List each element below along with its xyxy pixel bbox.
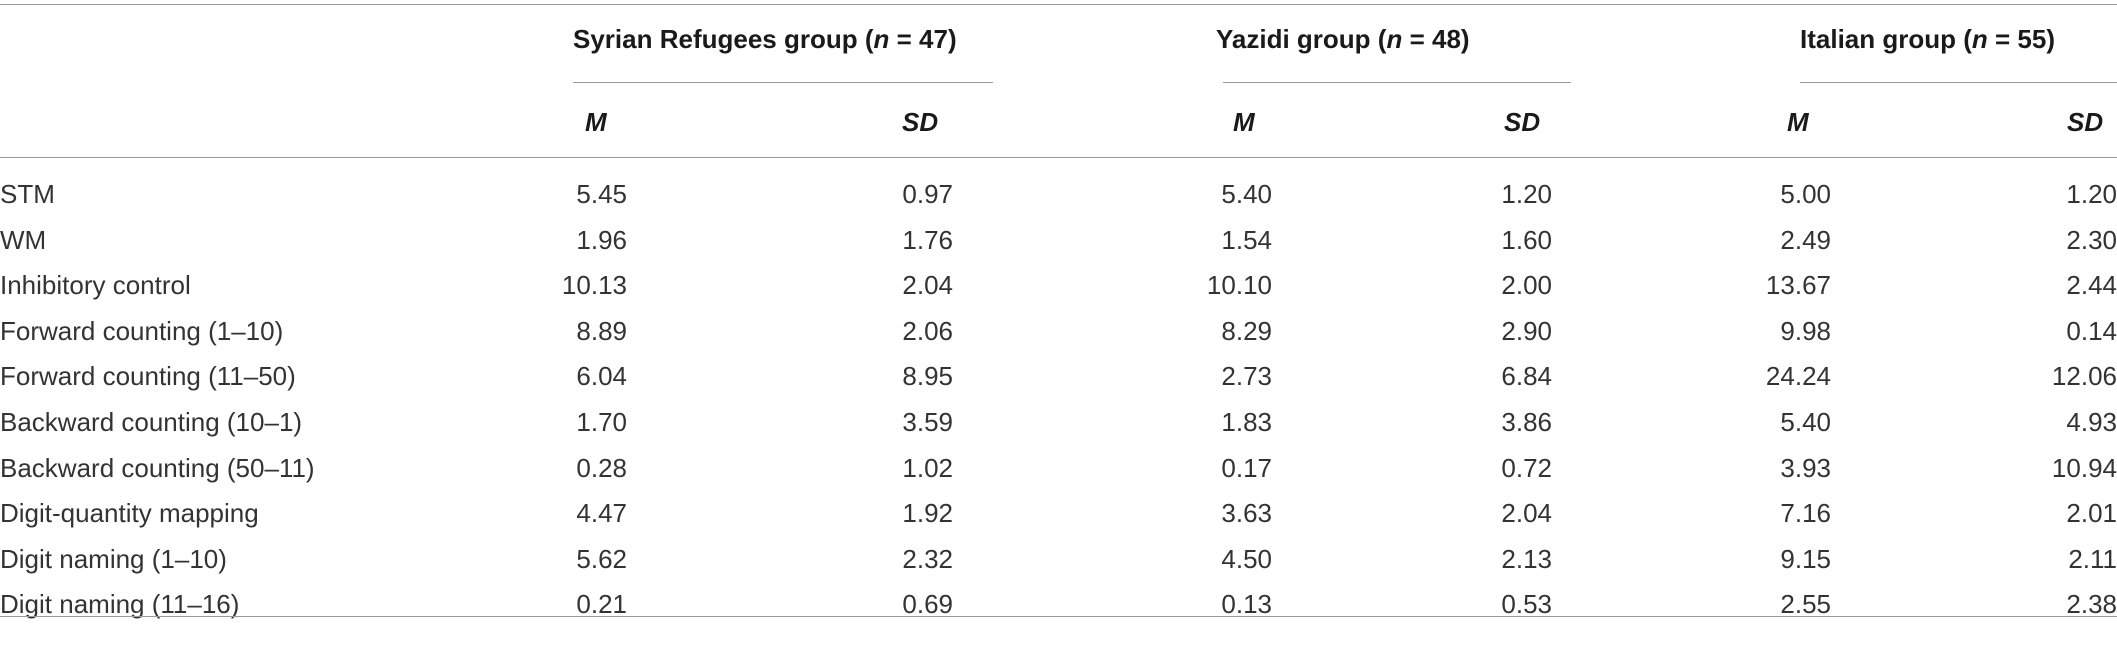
sd-cell: 2.13 <box>1501 544 1552 574</box>
group-underline-syrian <box>573 82 993 83</box>
row-label: Backward counting (10–1) <box>0 407 303 437</box>
row-label: Forward counting (11–50) <box>0 361 296 391</box>
sd-cell: 0.72 <box>1501 453 1552 483</box>
sd-cell: 3.59 <box>902 407 953 437</box>
mean-cell: 0.17 <box>1221 453 1272 483</box>
row-label: Backward counting (50–11) <box>0 453 315 483</box>
sd-cell: 0.14 <box>2066 316 2117 346</box>
row-label: Digit naming (11–16) <box>0 589 240 619</box>
row-label: STM <box>0 179 55 209</box>
n-value: = 47 <box>896 24 948 54</box>
mean-cell: 10.13 <box>561 270 627 300</box>
mean-cell: 5.00 <box>1780 179 1831 209</box>
sd-cell: 1.92 <box>902 498 953 528</box>
sd-cell: 1.60 <box>1501 225 1552 255</box>
mean-cell: 24.24 <box>1765 361 1831 391</box>
group-underline-yazidi <box>1223 82 1571 83</box>
subheader-mean: M <box>1233 107 1255 137</box>
subheader-sd: SD <box>1504 107 1541 137</box>
sd-cell: 10.94 <box>2051 453 2117 483</box>
mean-cell: 13.67 <box>1765 270 1831 300</box>
sd-cell: 2.30 <box>2066 225 2117 255</box>
sd-cell: 1.76 <box>902 225 953 255</box>
mean-cell: 5.45 <box>576 179 627 209</box>
sd-cell: 2.01 <box>2066 498 2117 528</box>
mean-cell: 1.96 <box>576 225 627 255</box>
header-rule <box>0 157 2117 158</box>
sd-cell: 8.95 <box>902 361 953 391</box>
sd-cell: 2.11 <box>2068 544 2117 574</box>
mean-cell: 2.73 <box>1221 361 1272 391</box>
sd-cell: 2.44 <box>2066 270 2117 300</box>
n-symbol: n <box>1971 24 1988 54</box>
group-header-syrian: Syrian Refugees group (n = 47) <box>573 24 957 54</box>
mean-cell: 10.10 <box>1206 270 1272 300</box>
mean-cell: 1.83 <box>1221 407 1272 437</box>
mean-cell: 4.47 <box>576 498 627 528</box>
n-value: = 48 <box>1409 24 1461 54</box>
row-label: Digit-quantity mapping <box>0 498 259 528</box>
sd-cell: 12.06 <box>2051 361 2117 391</box>
n-symbol: n <box>1386 24 1403 54</box>
sd-cell: 1.20 <box>1501 179 1552 209</box>
group-name: Yazidi group <box>1216 24 1371 54</box>
sd-cell: 2.32 <box>902 544 953 574</box>
mean-cell: 5.62 <box>576 544 627 574</box>
sd-cell: 1.20 <box>2066 179 2117 209</box>
mean-cell: 7.16 <box>1780 498 1831 528</box>
row-label: WM <box>0 225 47 255</box>
mean-cell: 3.93 <box>1780 453 1831 483</box>
subheader-sd: SD <box>902 107 939 137</box>
mean-cell: 9.15 <box>1780 544 1831 574</box>
mean-cell: 3.63 <box>1221 498 1272 528</box>
mean-cell: 1.70 <box>576 407 627 437</box>
sd-cell: 0.53 <box>1501 589 1552 619</box>
group-header-yazidi: Yazidi group (n = 48) <box>1216 24 1470 54</box>
mean-cell: 4.50 <box>1221 544 1272 574</box>
subheader-mean: M <box>1787 107 1809 137</box>
mean-cell: 1.54 <box>1221 225 1272 255</box>
mean-cell: 8.89 <box>576 316 627 346</box>
sd-cell: 1.02 <box>902 453 953 483</box>
sd-cell: 2.38 <box>2066 589 2117 619</box>
mean-cell: 6.04 <box>576 361 627 391</box>
bottom-rule <box>0 616 2117 617</box>
n-value: = 55 <box>1995 24 2047 54</box>
mean-cell: 0.28 <box>576 453 627 483</box>
mean-cell: 2.49 <box>1780 225 1831 255</box>
sd-cell: 4.93 <box>2066 407 2117 437</box>
sd-cell: 0.69 <box>902 589 953 619</box>
sd-cell: 2.00 <box>1501 270 1552 300</box>
subheader-mean: M <box>585 107 607 137</box>
mean-cell: 8.29 <box>1221 316 1272 346</box>
mean-cell: 0.13 <box>1221 589 1272 619</box>
sd-cell: 2.04 <box>1501 498 1552 528</box>
sd-cell: 2.90 <box>1501 316 1552 346</box>
group-underline-italian <box>1800 82 2117 83</box>
sd-cell: 2.04 <box>902 270 953 300</box>
mean-cell: 2.55 <box>1780 589 1831 619</box>
mean-cell: 5.40 <box>1221 179 1272 209</box>
sd-cell: 6.84 <box>1501 361 1552 391</box>
group-name: Syrian Refugees group <box>573 24 858 54</box>
group-name: Italian group <box>1800 24 1956 54</box>
top-rule <box>0 4 2117 5</box>
subheader-sd: SD <box>2067 107 2104 137</box>
row-label: Inhibitory control <box>0 270 191 300</box>
mean-cell: 0.21 <box>576 589 627 619</box>
mean-cell: 5.40 <box>1780 407 1831 437</box>
group-header-italian: Italian group (n = 55) <box>1800 24 2056 54</box>
mean-cell: 9.98 <box>1780 316 1831 346</box>
n-symbol: n <box>873 24 890 54</box>
row-label: Forward counting (1–10) <box>0 316 284 346</box>
sd-cell: 0.97 <box>902 179 953 209</box>
row-label: Digit naming (1–10) <box>0 544 227 574</box>
sd-cell: 3.86 <box>1501 407 1552 437</box>
sd-cell: 2.06 <box>902 316 953 346</box>
